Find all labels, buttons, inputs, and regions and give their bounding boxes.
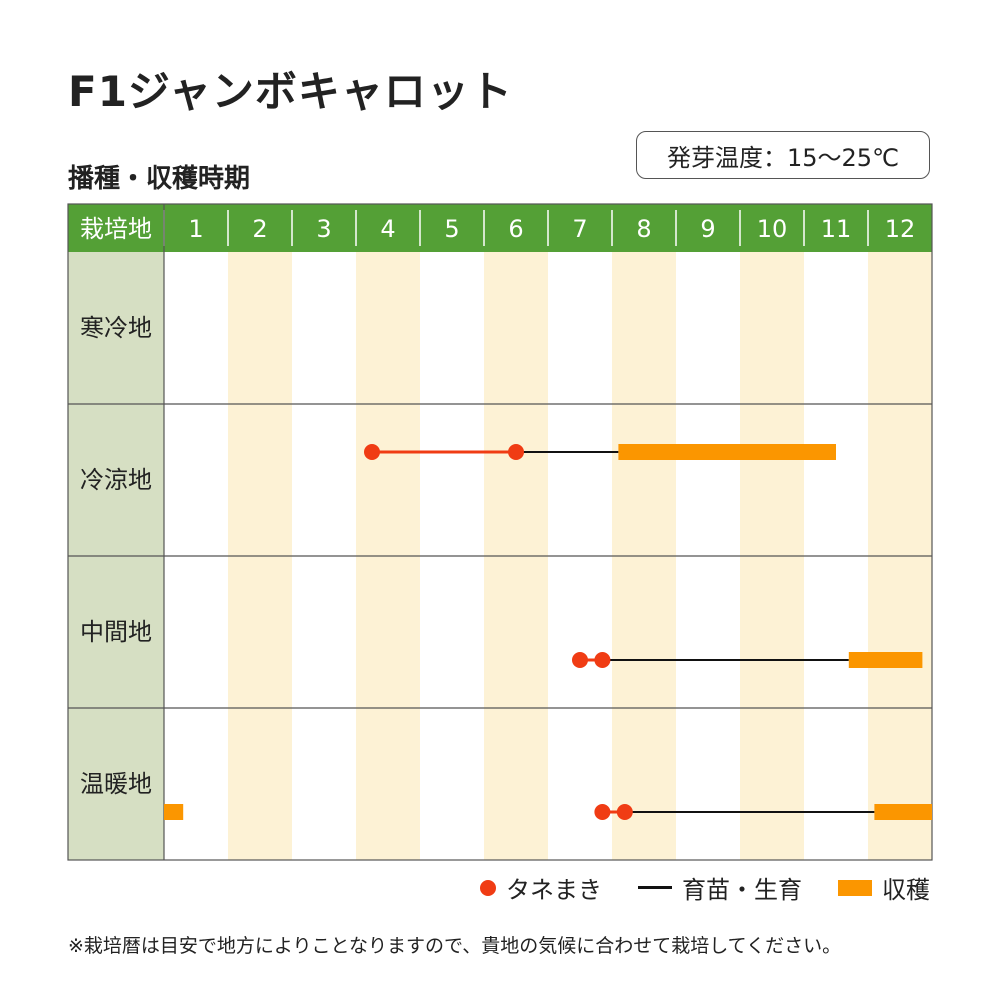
month-label-9: 9 xyxy=(700,215,715,243)
harvest-bar xyxy=(848,652,923,668)
chart-subtitle: 播種・収穫時期 xyxy=(68,164,251,194)
sowing-point xyxy=(508,444,524,460)
footnote: ※栽培暦は目安で地方によりことなりますので、貴地の気候に合わせて栽培してください… xyxy=(68,935,842,957)
month-label-7: 7 xyxy=(572,215,587,243)
month-label-1: 1 xyxy=(188,215,203,243)
harvest-bar xyxy=(618,444,836,460)
sowing-point xyxy=(594,652,611,668)
sowing-point xyxy=(616,804,633,820)
sowing-point xyxy=(572,652,588,668)
legend-sowing-label: タネまき xyxy=(506,876,602,904)
sowing-point xyxy=(594,804,611,820)
harvest-bar xyxy=(164,804,184,820)
month-label-2: 2 xyxy=(252,215,267,243)
legend-growing: 育苗・生育 xyxy=(638,870,802,905)
region-label-3: 中間地 xyxy=(80,618,152,646)
month-label-8: 8 xyxy=(636,215,651,243)
month-label-12: 12 xyxy=(885,215,916,243)
month-label-10: 10 xyxy=(757,215,788,243)
legend-growing-label: 育苗・生育 xyxy=(682,876,802,904)
legend-sowing: タネまき xyxy=(480,870,602,905)
legend-harvest: 収穫 xyxy=(838,870,930,905)
month-label-6: 6 xyxy=(508,215,523,243)
legend-harvest-label: 収穫 xyxy=(882,876,930,904)
growing-line-icon xyxy=(638,886,672,889)
month-label-3: 3 xyxy=(316,215,331,243)
month-label-5: 5 xyxy=(444,215,459,243)
month-label-11: 11 xyxy=(821,215,852,243)
header-row xyxy=(68,204,932,252)
header-label: 栽培地 xyxy=(80,215,152,243)
harvest-bar xyxy=(874,804,932,820)
region-label-4: 温暖地 xyxy=(80,770,152,798)
sowing-point xyxy=(364,444,380,460)
harvest-bar-icon xyxy=(838,879,872,896)
chart-border xyxy=(67,203,933,861)
sowing-dot-icon xyxy=(480,879,496,896)
germination-temp-badge: 発芽温度：15〜25℃ xyxy=(636,131,930,179)
region-label-1: 寒冷地 xyxy=(80,314,152,342)
month-label-4: 4 xyxy=(380,215,395,243)
page-title: F1ジャンボキャロット xyxy=(68,67,513,116)
region-label-2: 冷涼地 xyxy=(80,466,152,494)
chart-legend: タネまき 育苗・生育 収穫 xyxy=(480,870,930,905)
